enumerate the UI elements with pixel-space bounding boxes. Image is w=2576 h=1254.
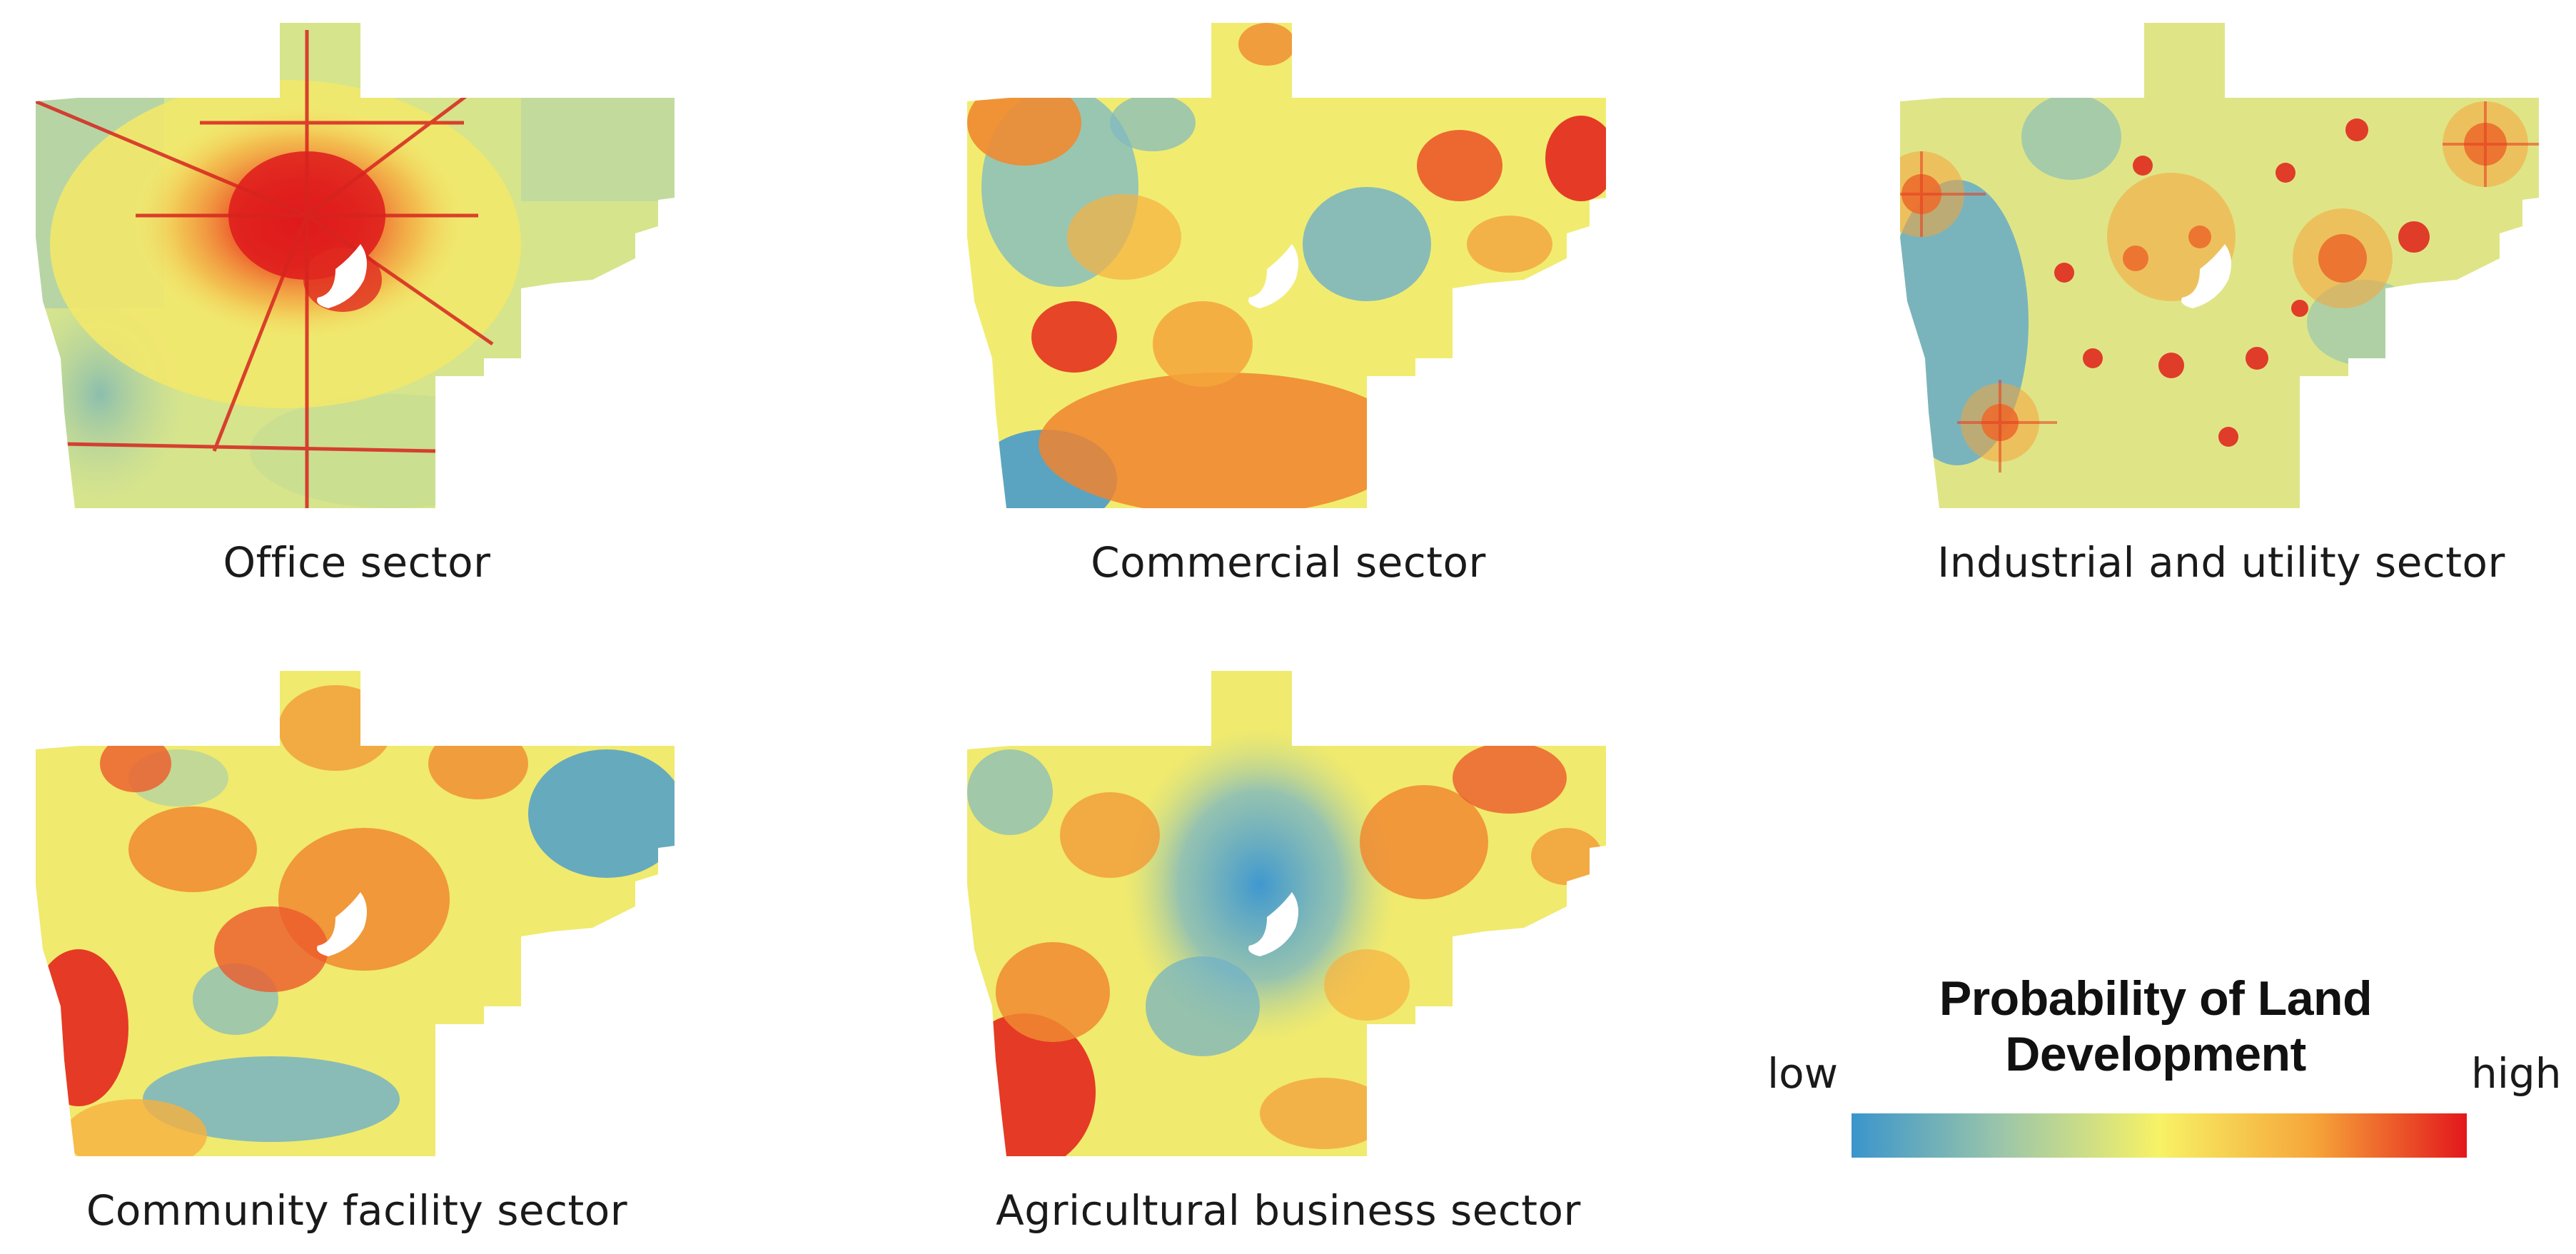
legend-high-label: high (2471, 1049, 2562, 1098)
map-panel-community: Community facility sector (36, 671, 678, 1235)
map-caption: Agricultural business sector (996, 1186, 1581, 1235)
agricultural-business-sector-map (967, 671, 1606, 1156)
industrial-sector-map (1900, 23, 2539, 508)
map-panel-office: Office sector (36, 23, 678, 587)
legend-color-ramp (1852, 1113, 2467, 1158)
map-caption: Industrial and utility sector (1937, 538, 2505, 587)
legend-low-label: low (1767, 1049, 1839, 1098)
community-facility-sector-map (36, 671, 675, 1156)
map-caption: Commercial sector (1091, 538, 1486, 587)
legend: Probability of Land Development low high (1742, 956, 2576, 1170)
office-sector-map (36, 23, 675, 508)
map-panel-agricultural: Agricultural business sector (967, 671, 1610, 1235)
map-panel-commercial: Commercial sector (967, 23, 1610, 587)
commercial-sector-map (967, 23, 1606, 508)
map-caption: Community facility sector (86, 1186, 628, 1235)
legend-title: Probability of Land Development (1939, 971, 2373, 1081)
map-panel-industrial: Industrial and utility sector (1900, 23, 2542, 587)
map-caption: Office sector (223, 538, 491, 587)
